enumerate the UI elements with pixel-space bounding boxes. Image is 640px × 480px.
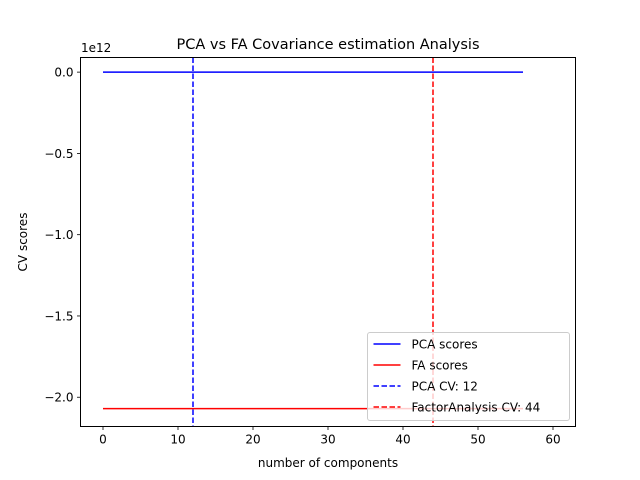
x-tick-label: 50 [470, 433, 485, 447]
y-tick-label: −2.0 [44, 391, 73, 405]
legend-label-2: PCA CV: 12 [412, 380, 478, 394]
x-tick-label: 30 [320, 433, 335, 447]
y-tick-label: 0.0 [54, 66, 73, 80]
y-offset-label: 1e12 [81, 41, 111, 55]
chart-title: PCA vs FA Covariance estimation Analysis [176, 37, 479, 53]
x-tick-label: 60 [545, 433, 560, 447]
x-tick-label: 0 [99, 433, 107, 447]
x-tick-label: 40 [395, 433, 410, 447]
x-tick-label: 10 [170, 433, 185, 447]
legend: PCA scores FA scores PCA CV: 12 FactorAnaly… [367, 332, 570, 421]
legend-label-0: PCA scores [412, 338, 478, 352]
legend-box [367, 332, 570, 421]
x-axis-label: number of components [258, 456, 398, 470]
y-tick-label: −0.5 [44, 147, 73, 161]
y-axis-label: CV scores [16, 213, 30, 272]
x-tick-label: 20 [245, 433, 260, 447]
y-tick-label: −1.0 [44, 228, 73, 242]
y-tick-label: −1.5 [44, 309, 73, 323]
legend-label-3: FactorAnalysis CV: 44 [412, 401, 541, 415]
legend-label-1: FA scores [412, 359, 468, 373]
